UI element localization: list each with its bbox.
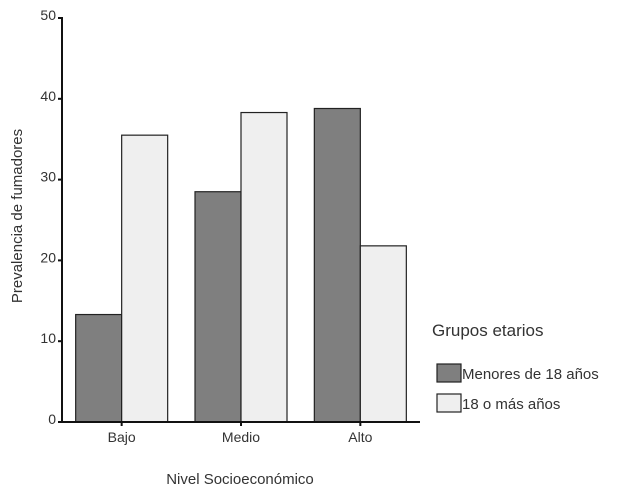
y-tick-label: 40 <box>40 88 56 104</box>
y-tick-label: 50 <box>40 7 56 23</box>
y-tick-label: 30 <box>40 169 56 185</box>
bar-alto-series-0 <box>313 107 361 423</box>
bar-medio-series-0 <box>194 191 242 423</box>
legend-swatch <box>436 393 462 413</box>
x-axis-title: Nivel Socioeconómico <box>166 471 314 488</box>
bar-bajo-series-1 <box>121 134 169 423</box>
y-tick-label: 10 <box>40 330 56 346</box>
x-tick-label: Bajo <box>108 429 136 445</box>
legend-label: Menores de 18 años <box>462 366 599 383</box>
bar-alto-series-1 <box>359 245 407 423</box>
legend: Grupos etarios Menores de 18 años 18 o má… <box>432 321 599 413</box>
legend-title: Grupos etarios <box>432 321 544 340</box>
bars-group <box>75 107 407 423</box>
bar-bajo-series-0 <box>75 313 123 423</box>
y-ticks-group: 0 10 20 30 40 50 <box>40 7 63 427</box>
y-tick-label: 20 <box>40 249 56 265</box>
x-ticks-group: Bajo Medio Alto <box>108 422 373 445</box>
y-tick-label: 0 <box>48 411 56 427</box>
x-tick-label: Medio <box>222 429 260 445</box>
y-axis-title: Prevalencia de fumadores <box>9 129 26 303</box>
bar-medio-series-1 <box>240 111 288 423</box>
legend-label: 18 o más años <box>462 396 560 413</box>
legend-swatch <box>436 363 462 383</box>
x-tick-label: Alto <box>348 429 372 445</box>
